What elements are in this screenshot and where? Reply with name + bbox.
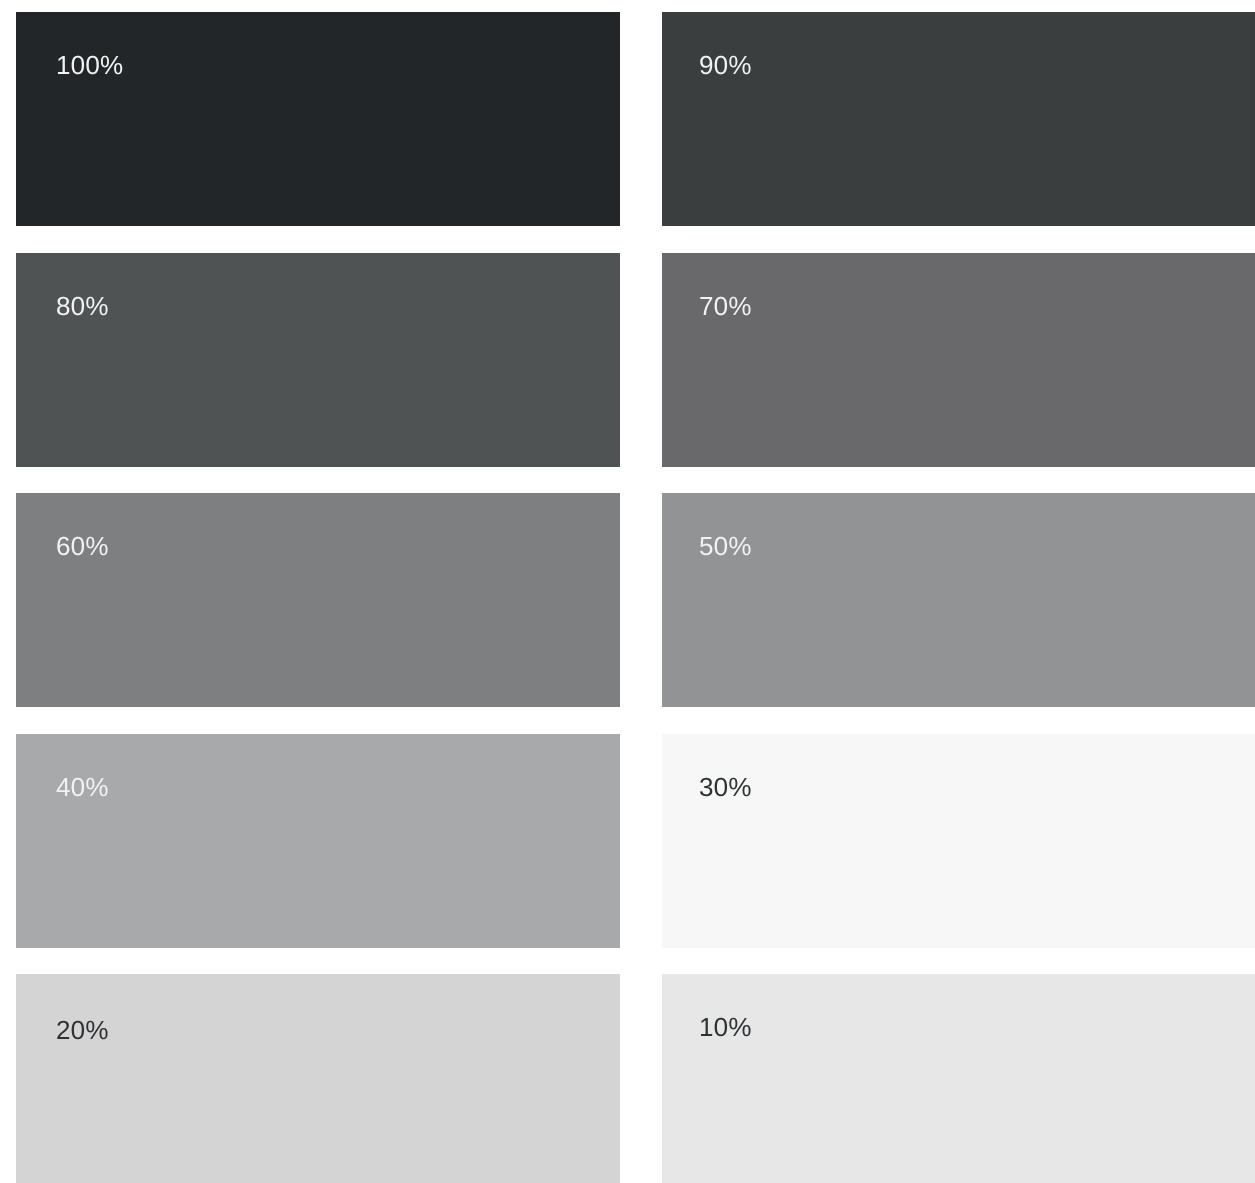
swatch-label: 60% (56, 531, 109, 561)
swatch-label: 80% (56, 291, 109, 321)
swatch-label: 70% (699, 291, 752, 321)
swatch-80: 80% (16, 253, 620, 467)
swatch-label: 20% (56, 1015, 109, 1045)
swatch-60: 60% (16, 493, 620, 707)
swatch-20: 20% (16, 974, 620, 1183)
swatch-label: 50% (699, 531, 752, 561)
swatch-30: 30% (662, 734, 1255, 948)
swatch-100: 100% (16, 12, 620, 226)
swatch-70: 70% (662, 253, 1255, 467)
swatch-40: 40% (16, 734, 620, 948)
swatch-50: 50% (662, 493, 1255, 707)
swatch-label: 90% (699, 50, 752, 80)
swatch-label: 30% (699, 772, 752, 802)
swatch-10: 10% (662, 974, 1255, 1183)
swatch-label: 10% (699, 1012, 752, 1042)
swatch-label: 100% (56, 50, 124, 80)
swatch-90: 90% (662, 12, 1255, 226)
swatch-label: 40% (56, 772, 109, 802)
